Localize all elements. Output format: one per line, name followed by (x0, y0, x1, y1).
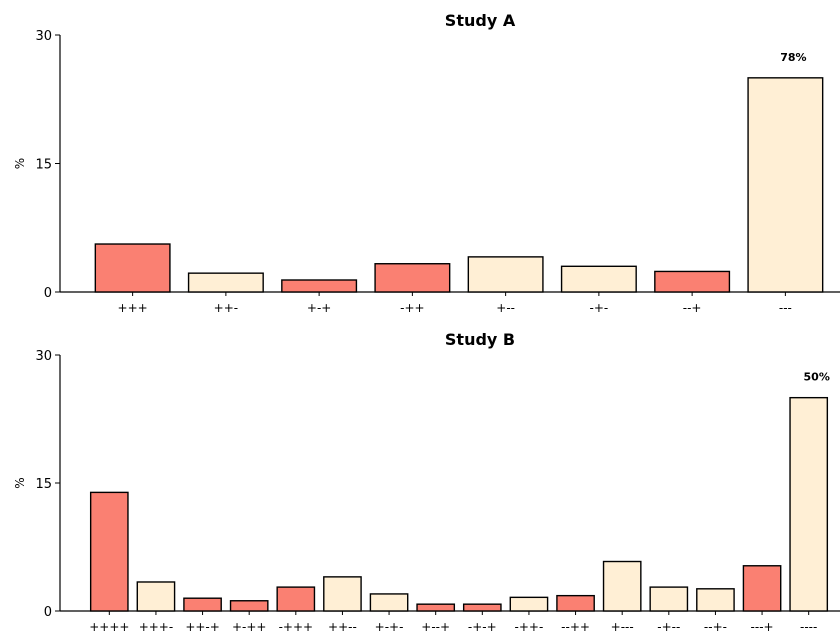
y-axis-label: % (13, 158, 27, 169)
bar--+++ (276, 586, 316, 612)
x-tick-label: +--- (611, 620, 634, 632)
bar--+- (560, 265, 637, 293)
bar-+++- (136, 581, 176, 612)
x-tick-label: -++ (400, 301, 424, 315)
data-label: 50% (804, 371, 830, 384)
bar-+-- (467, 256, 544, 293)
x-tick-label: +-- (496, 301, 515, 315)
bar-+-++ (229, 600, 269, 612)
x-tick-label: ++-+ (185, 620, 220, 632)
bar-+--- (602, 560, 642, 612)
bar--++ (374, 263, 451, 293)
bar--+-+ (462, 603, 502, 612)
y-tick-label: 30 (35, 349, 52, 364)
y-tick-label: 0 (44, 286, 52, 301)
chart-panel-study-a: Study A 0 15 30% +++ ++- +-+ -++ +-- -+- --+ --- 78% (13, 11, 840, 315)
x-tick-label: -+-+ (468, 620, 497, 632)
x-tick-label: +--+ (421, 620, 450, 632)
x-tick-label: -++- (515, 620, 544, 632)
y-tick-label: 15 (35, 477, 52, 492)
x-tick-label: +++ (118, 301, 148, 315)
chart-panel-study-b: Study B 0 15 30% ++++ +++- ++-+ +-++ -+++ ++-- +-+… (13, 330, 840, 634)
x-tick-label: -+- (590, 301, 609, 315)
bar---+- (696, 588, 735, 612)
bar-++++ (89, 491, 129, 612)
bar-+-+- (369, 593, 409, 612)
x-tick-label: ++-- (328, 620, 357, 632)
x-tick-label: --++ (561, 620, 590, 632)
bar-++- (187, 272, 264, 293)
x-tick-label: +++- (139, 620, 174, 632)
x-tick-label: -+++ (279, 620, 314, 632)
x-tick-label: -+-- (657, 620, 680, 632)
bar----- (789, 396, 829, 612)
bar--+-- (649, 586, 689, 612)
bar---- (747, 77, 824, 293)
x-tick-label: ++++ (89, 620, 129, 632)
x-tick-label: +-+- (375, 620, 404, 632)
x-tick-label: ++- (214, 301, 238, 315)
data-label: 78% (780, 51, 806, 64)
x-tick-label: --+ (683, 301, 702, 315)
bar----+ (742, 565, 782, 612)
bar---+ (654, 270, 731, 293)
x-tick-label: --- (779, 301, 792, 315)
bar---++ (556, 594, 595, 612)
bar-++-+ (183, 597, 222, 612)
x-tick-label: --+- (704, 620, 727, 632)
chart-title: Study B (445, 330, 515, 349)
bar-+--+ (416, 603, 456, 612)
bar--++- (509, 596, 549, 612)
y-tick-label: 0 (44, 605, 52, 620)
y-tick-label: 15 (35, 158, 52, 173)
x-tick-label: ---- (800, 620, 817, 632)
x-tick-label: +-++ (232, 620, 267, 632)
bar-++-- (323, 576, 362, 612)
x-tick-label: ---+ (751, 620, 774, 632)
chart-title: Study A (445, 11, 516, 30)
bar-+-+ (281, 279, 358, 293)
bar-+++ (94, 243, 171, 293)
y-axis-label: % (13, 477, 27, 488)
x-tick-label: +-+ (307, 301, 331, 315)
y-tick-label: 30 (35, 29, 52, 44)
